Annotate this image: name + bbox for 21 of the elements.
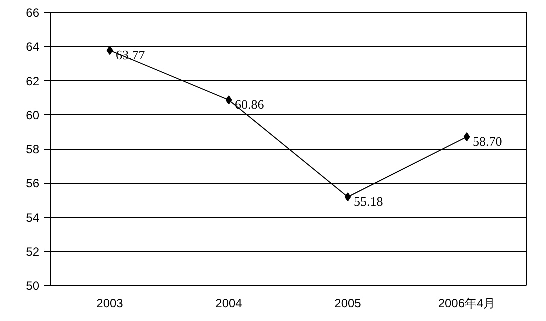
point: [106, 46, 114, 56]
y-tick-label: 64: [26, 40, 40, 54]
y-tick-label: 56: [26, 176, 40, 191]
y-tick-label: 62: [26, 74, 40, 88]
data-label: 63.77: [116, 48, 146, 63]
x-tick-label: 2005: [334, 296, 362, 310]
data-label: 60.86: [235, 97, 265, 112]
point: [464, 132, 470, 142]
point: [344, 192, 352, 202]
y-tick-label: 50: [26, 279, 40, 293]
y-tick-label: 66: [26, 6, 40, 20]
y-tick-label: 60: [26, 108, 40, 122]
y-tick-label: 58: [26, 142, 40, 156]
x-tick-label: 2003: [96, 296, 124, 310]
data-label: 58.70: [473, 134, 502, 150]
x-tick-label: 2006年4月: [438, 296, 496, 310]
point: [226, 96, 232, 105]
data-label: 55.18: [354, 194, 384, 210]
y-tick-label: 52: [26, 244, 40, 259]
x-tick-label: 2004: [216, 296, 243, 310]
y-tick-label: 54: [26, 210, 40, 225]
